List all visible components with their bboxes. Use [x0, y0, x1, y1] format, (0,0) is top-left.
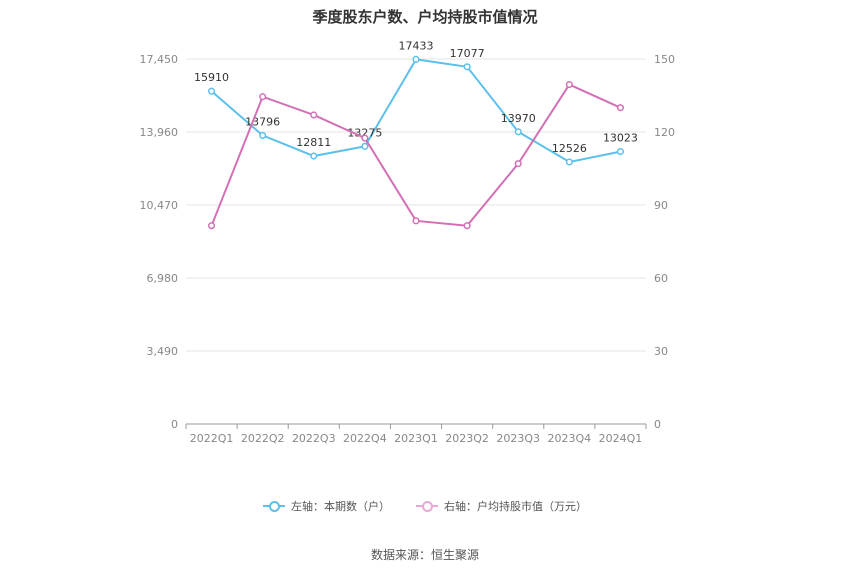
data-label: 12526: [552, 142, 587, 155]
x-tick-label: 2022Q2: [241, 432, 285, 445]
data-point-right: [361, 134, 369, 142]
chart-legend: 左轴：本期数（户） 右轴：户均持股市值（万元）: [0, 498, 850, 514]
data-point-left: [310, 152, 318, 160]
x-tick-label: 2023Q1: [394, 432, 438, 445]
legend-label-left: 左轴：本期数（户）: [291, 500, 390, 513]
data-label: 13023: [603, 132, 638, 145]
x-tick-label: 2024Q1: [599, 432, 643, 445]
data-label: 17433: [399, 39, 434, 52]
legend-swatch-right-icon: [416, 500, 438, 512]
y-left-tick-label: 17,450: [140, 53, 179, 66]
data-point-left: [208, 87, 216, 95]
data-label: 17077: [450, 47, 485, 60]
legend-label-right: 右轴：户均持股市值（万元）: [444, 500, 587, 513]
data-point-right: [208, 222, 216, 230]
data-point-right: [514, 160, 522, 168]
y-right-tick-label: 30: [654, 345, 668, 358]
legend-item-left-axis[interactable]: 左轴：本期数（户）: [263, 498, 390, 514]
data-point-right: [616, 104, 624, 112]
data-point-left: [514, 128, 522, 136]
data-point-left: [565, 158, 573, 166]
data-point-left: [259, 131, 267, 139]
data-point-left: [616, 148, 624, 156]
data-point-right: [259, 93, 267, 101]
y-right-tick-label: 90: [654, 199, 668, 212]
y-right-tick-label: 0: [654, 418, 661, 431]
data-point-left: [463, 63, 471, 71]
legend-swatch-left-icon: [263, 500, 285, 512]
y-right-tick-label: 60: [654, 272, 668, 285]
y-right-tick-label: 150: [654, 53, 675, 66]
data-label: 13970: [501, 112, 536, 125]
data-point-right: [412, 217, 420, 225]
y-right-tick-label: 120: [654, 126, 675, 139]
x-tick-label: 2022Q4: [343, 432, 387, 445]
y-left-tick-label: 6,980: [147, 272, 179, 285]
x-tick-label: 2022Q3: [292, 432, 336, 445]
y-left-tick-label: 10,470: [140, 199, 179, 212]
x-tick-label: 2023Q3: [496, 432, 540, 445]
data-point-left: [361, 142, 369, 150]
y-left-tick-label: 13,960: [140, 126, 179, 139]
data-source: 数据来源：恒生聚源: [370, 548, 479, 562]
data-point-right: [565, 81, 573, 89]
data-point-right: [310, 111, 318, 119]
data-label: 13275: [347, 126, 382, 139]
data-point-right: [463, 222, 471, 230]
data-label: 15910: [194, 71, 229, 84]
data-label: 12811: [296, 136, 331, 149]
x-tick-label: 2023Q4: [548, 432, 592, 445]
x-tick-label: 2023Q2: [445, 432, 489, 445]
y-left-tick-label: 3,490: [147, 345, 179, 358]
data-point-left: [412, 55, 420, 63]
chart-title: 季度股东户数、户均持股市值情况: [312, 8, 538, 26]
x-tick-label: 2022Q1: [190, 432, 234, 445]
y-left-tick-label: 0: [171, 418, 178, 431]
legend-item-right-axis[interactable]: 右轴：户均持股市值（万元）: [416, 498, 587, 514]
